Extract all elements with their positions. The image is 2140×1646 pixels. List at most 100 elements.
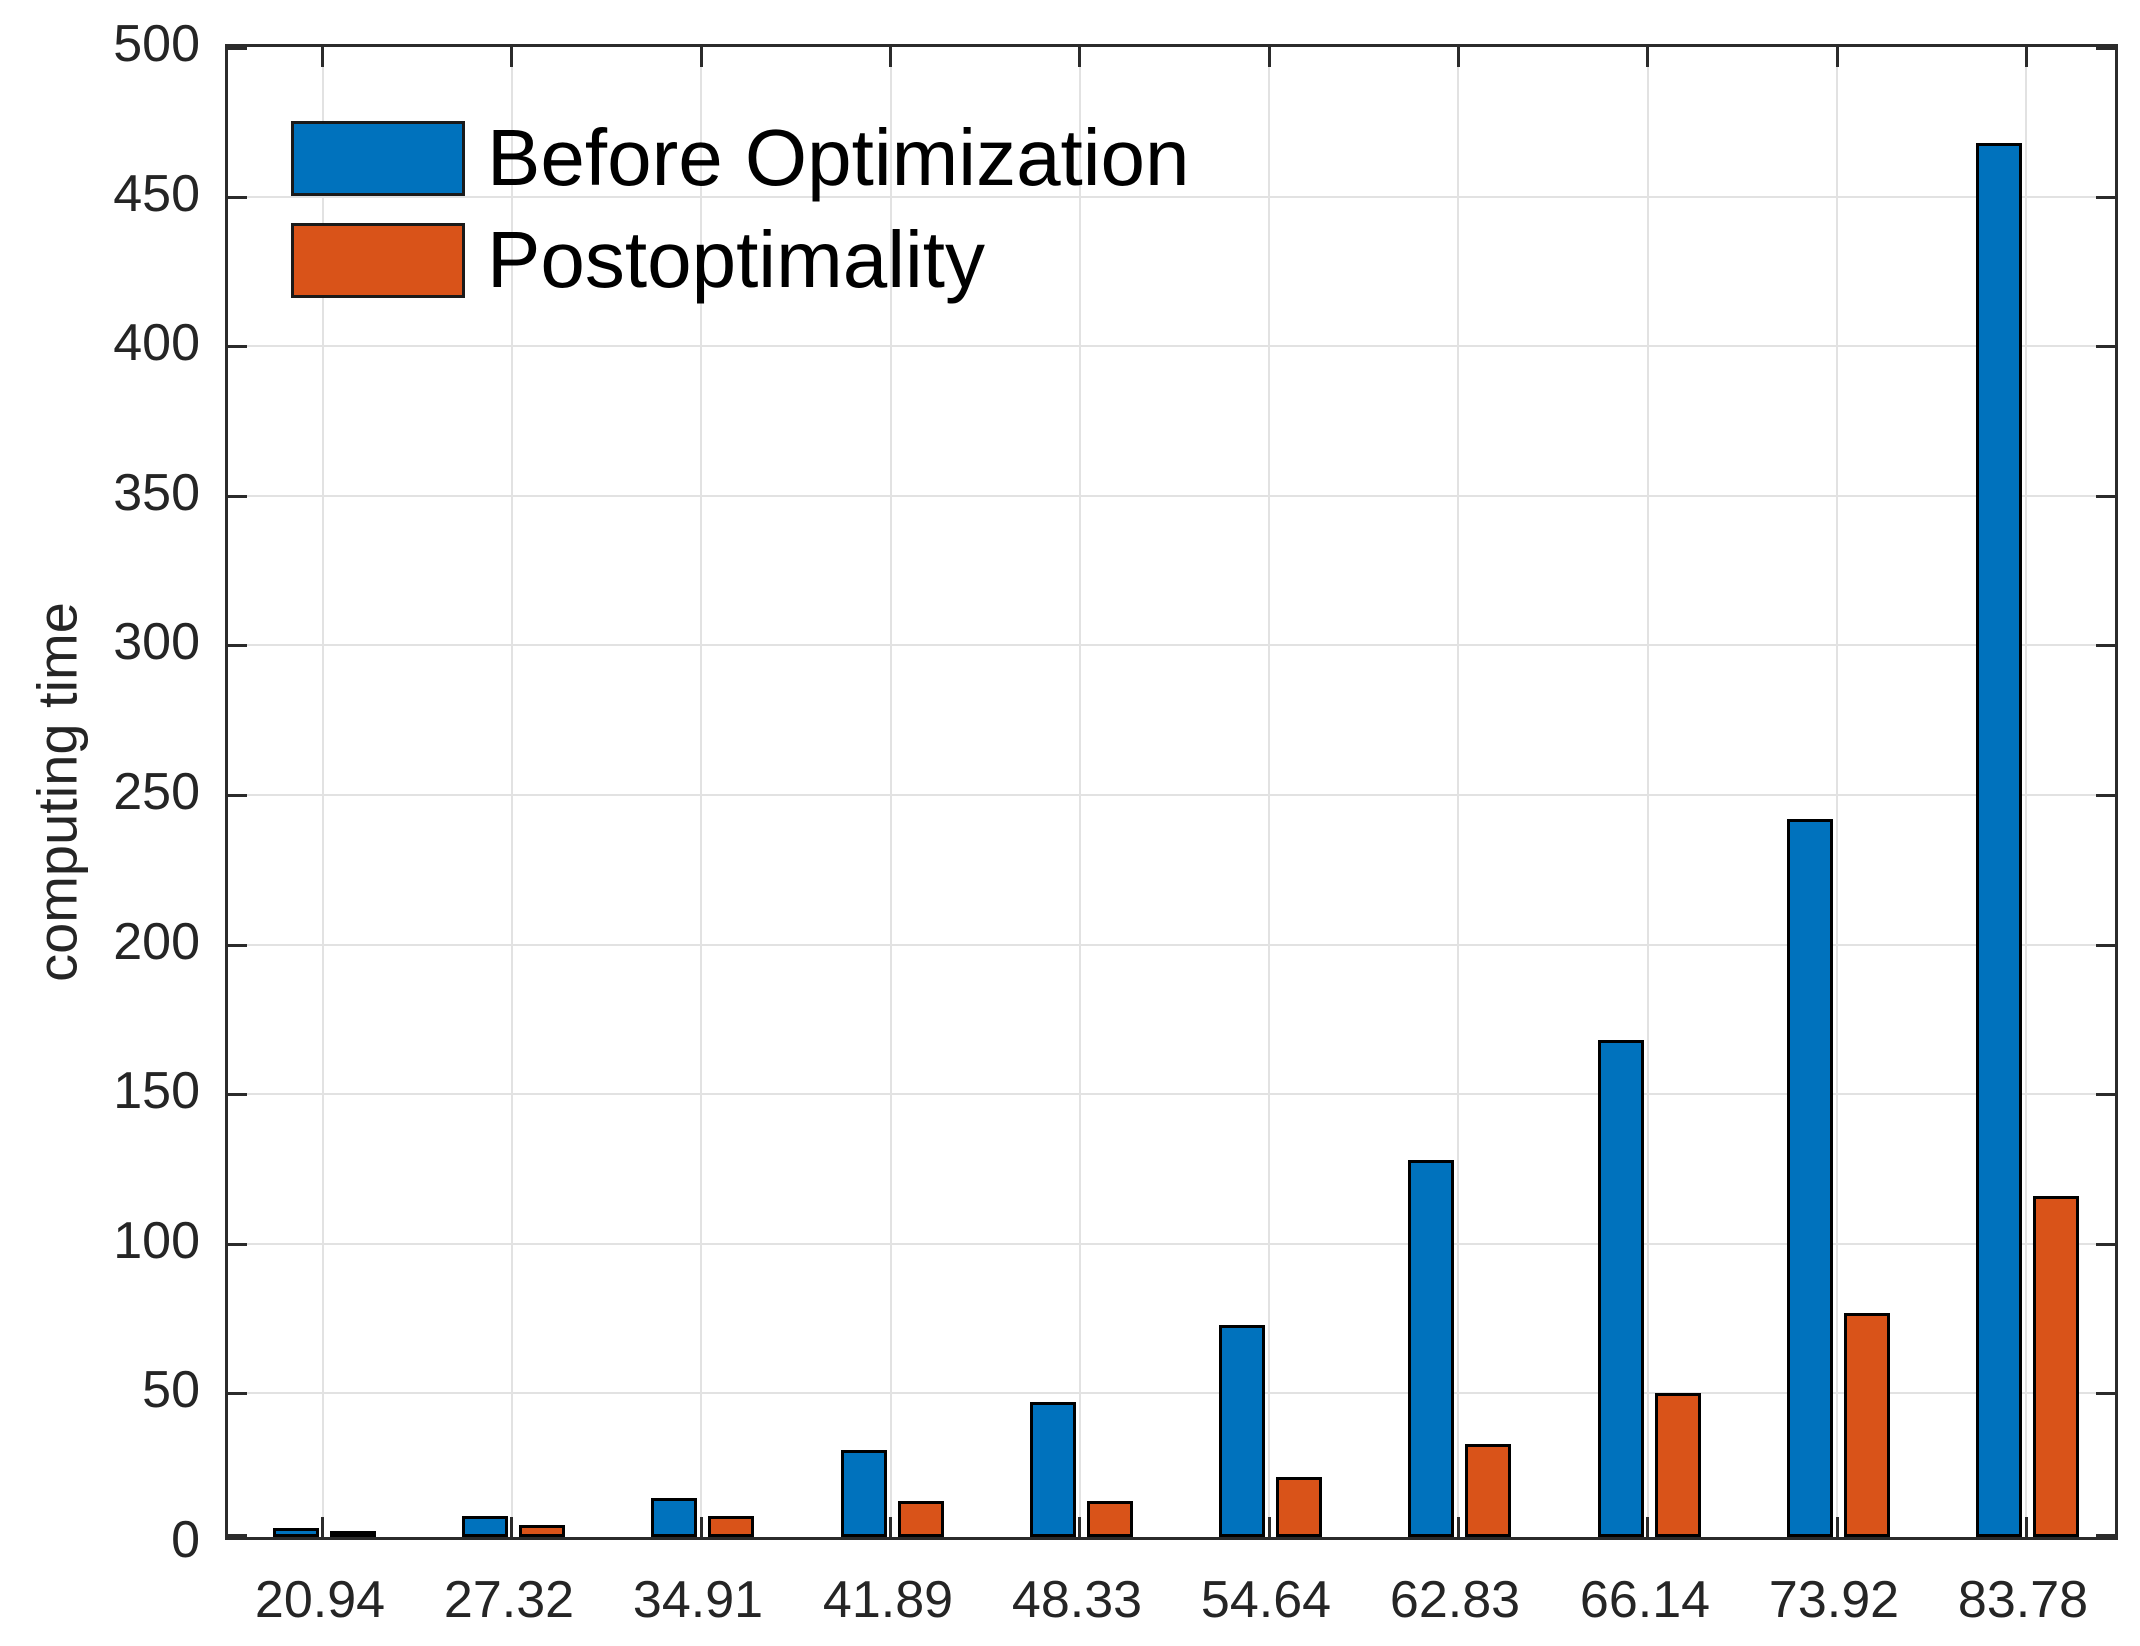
y-tick-label-0: 0 [171, 1511, 200, 1569]
legend-label-before-optimization: Before Optimization [487, 113, 1190, 202]
x-tick-bottom-48.33 [1078, 1517, 1081, 1537]
y-tick-left-400 [228, 345, 247, 348]
y-tick-left-250 [228, 794, 247, 797]
legend-swatch-before-optimization [291, 120, 465, 196]
bar-before-optimization-73.92 [1787, 819, 1833, 1537]
bar-before-optimization-27.32 [462, 1516, 508, 1537]
gridline-y-300 [228, 644, 2115, 646]
gridline-y-100 [228, 1243, 2115, 1245]
gridline-x-54.64 [1268, 47, 1270, 1537]
bar-postoptimality-54.64 [1276, 1477, 1322, 1537]
x-tick-bottom-20.94 [321, 1517, 324, 1537]
bar-before-optimization-66.14 [1598, 1040, 1644, 1537]
x-tick-label-62.83: 62.83 [1389, 1571, 1521, 1629]
x-tick-label-27.32: 27.32 [443, 1571, 575, 1629]
y-tick-right-400 [2096, 345, 2115, 348]
x-tick-top-66.14 [1646, 47, 1649, 67]
x-tick-top-73.92 [1836, 47, 1839, 67]
y-tick-label-300: 300 [113, 613, 200, 671]
x-tick-label-54.64: 54.64 [1200, 1571, 1332, 1629]
x-tick-top-27.32 [510, 47, 513, 67]
x-tick-bottom-83.78 [2025, 1517, 2028, 1537]
y-tick-left-50 [228, 1392, 247, 1395]
y-tick-right-150 [2096, 1093, 2115, 1096]
x-tick-bottom-34.91 [700, 1517, 703, 1537]
y-tick-left-200 [228, 944, 247, 947]
bar-before-optimization-83.78 [1976, 143, 2022, 1537]
gridline-x-66.14 [1647, 47, 1649, 1537]
y-tick-label-450: 450 [113, 165, 200, 223]
y-tick-right-100 [2096, 1243, 2115, 1246]
gridline-y-50 [228, 1392, 2115, 1394]
gridline-y-350 [228, 495, 2115, 497]
x-tick-bottom-66.14 [1646, 1517, 1649, 1537]
bar-postoptimality-34.91 [708, 1516, 754, 1537]
y-tick-right-500 [2096, 47, 2115, 50]
x-tick-top-54.64 [1268, 47, 1271, 67]
bar-postoptimality-48.33 [1087, 1501, 1133, 1537]
gridline-x-73.92 [1836, 47, 1838, 1537]
x-tick-label-41.89: 41.89 [822, 1571, 954, 1629]
y-tick-right-350 [2096, 495, 2115, 498]
gridline-x-41.89 [890, 47, 892, 1537]
y-tick-right-300 [2096, 644, 2115, 647]
y-tick-right-50 [2096, 1392, 2115, 1395]
y-tick-label-400: 400 [113, 314, 200, 372]
y-tick-left-300 [228, 644, 247, 647]
y-tick-left-500 [228, 47, 247, 50]
x-tick-bottom-54.64 [1268, 1517, 1271, 1537]
y-tick-right-0 [2096, 1534, 2115, 1537]
x-tick-top-41.89 [889, 47, 892, 67]
x-tick-bottom-41.89 [889, 1517, 892, 1537]
gridline-x-34.91 [700, 47, 702, 1537]
bar-postoptimality-27.32 [519, 1525, 565, 1537]
gridline-x-62.83 [1457, 47, 1459, 1537]
bar-postoptimality-41.89 [898, 1501, 944, 1537]
y-tick-label-500: 500 [113, 15, 200, 73]
x-tick-label-20.94: 20.94 [254, 1571, 386, 1629]
y-tick-label-350: 350 [113, 464, 200, 522]
gridline-y-250 [228, 794, 2115, 796]
gridline-x-48.33 [1079, 47, 1081, 1537]
gridline-y-400 [228, 345, 2115, 347]
bar-before-optimization-34.91 [651, 1498, 697, 1537]
y-tick-left-450 [228, 196, 247, 199]
y-tick-right-450 [2096, 196, 2115, 199]
legend-item-before-optimization: Before Optimization [291, 118, 1190, 198]
x-tick-label-34.91: 34.91 [632, 1571, 764, 1629]
bar-postoptimality-73.92 [1844, 1313, 1890, 1537]
gridline-x-83.78 [2025, 47, 2027, 1537]
bar-postoptimality-83.78 [2033, 1196, 2079, 1537]
y-tick-label-100: 100 [113, 1212, 200, 1270]
bar-before-optimization-54.64 [1219, 1325, 1265, 1537]
y-tick-left-100 [228, 1243, 247, 1246]
bar-postoptimality-20.94 [330, 1531, 376, 1537]
y-tick-left-0 [228, 1534, 247, 1537]
bar-before-optimization-41.89 [841, 1450, 887, 1537]
x-tick-top-83.78 [2025, 47, 2028, 67]
gridline-x-20.94 [322, 47, 324, 1537]
y-tick-label-50: 50 [142, 1361, 200, 1419]
gridline-y-200 [228, 944, 2115, 946]
legend-swatch-postoptimality [291, 222, 465, 298]
legend-label-postoptimality: Postoptimality [487, 215, 985, 304]
x-tick-bottom-27.32 [510, 1517, 513, 1537]
x-tick-top-34.91 [700, 47, 703, 67]
gridline-x-27.32 [511, 47, 513, 1537]
bar-before-optimization-20.94 [273, 1528, 319, 1537]
x-tick-bottom-62.83 [1457, 1517, 1460, 1537]
y-tick-label-250: 250 [113, 763, 200, 821]
gridline-y-450 [228, 196, 2115, 198]
legend-item-postoptimality: Postoptimality [291, 220, 985, 300]
x-tick-label-83.78: 83.78 [1957, 1571, 2089, 1629]
y-tick-left-150 [228, 1093, 247, 1096]
y-tick-label-150: 150 [113, 1062, 200, 1120]
plot-area: Before Optimization Postoptimality [225, 44, 2118, 1540]
bar-before-optimization-62.83 [1408, 1160, 1454, 1537]
y-tick-label-200: 200 [113, 913, 200, 971]
bar-before-optimization-48.33 [1030, 1402, 1076, 1537]
y-tick-left-350 [228, 495, 247, 498]
bar-postoptimality-66.14 [1655, 1393, 1701, 1537]
y-tick-right-200 [2096, 944, 2115, 947]
